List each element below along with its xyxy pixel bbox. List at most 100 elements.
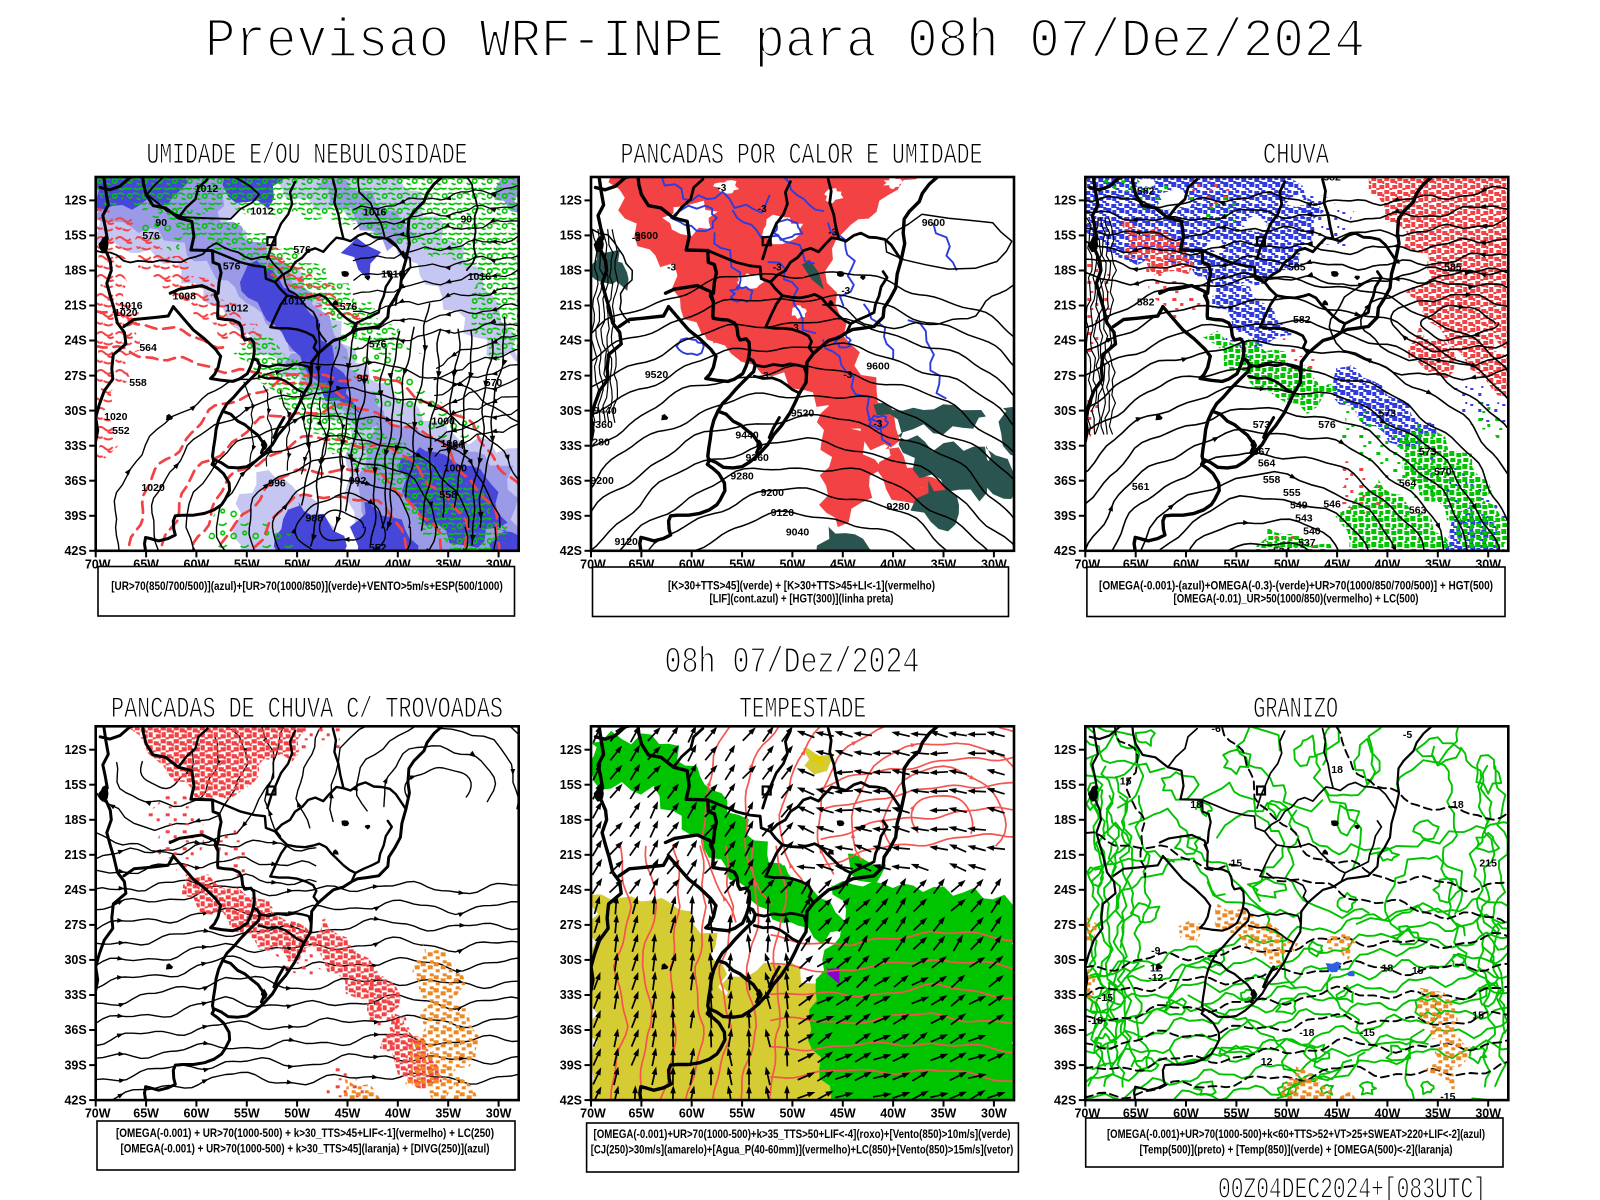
svg-text:35W: 35W xyxy=(435,1107,461,1121)
svg-text:1020: 1020 xyxy=(141,482,165,494)
svg-text:576: 576 xyxy=(369,339,387,351)
svg-text:39S: 39S xyxy=(560,509,582,523)
svg-text:9600: 9600 xyxy=(866,361,890,373)
svg-text:[OMEGA(-0.001)-(azul)+OMEGA(-0: [OMEGA(-0.001)-(azul)+OMEGA(-0.3)-(verde… xyxy=(1099,581,1493,593)
svg-text:33S: 33S xyxy=(1054,439,1076,453)
svg-text:18S: 18S xyxy=(64,813,86,827)
svg-text:585: 585 xyxy=(1444,262,1462,274)
svg-text:570: 570 xyxy=(1434,466,1452,478)
svg-text:36S: 36S xyxy=(1054,474,1076,488)
svg-text:35W: 35W xyxy=(931,1107,957,1121)
svg-text:558: 558 xyxy=(129,377,147,389)
svg-text:33S: 33S xyxy=(1054,988,1076,1002)
svg-text:40W: 40W xyxy=(880,1107,906,1121)
svg-text:36S: 36S xyxy=(64,1023,86,1037)
svg-text:-3: -3 xyxy=(874,419,883,430)
svg-text:60W: 60W xyxy=(184,1107,210,1121)
svg-text:[OMEGA(-0.001) + UR>70(1000-50: [OMEGA(-0.001) + UR>70(1000-500) + k>30_… xyxy=(121,1144,490,1156)
svg-text:582: 582 xyxy=(1293,314,1311,326)
svg-text:Previsao WRF-INPE para 08h 07: Previsao WRF-INPE para 08h 07/Dez/2024 xyxy=(205,10,1365,73)
svg-text:582: 582 xyxy=(1137,297,1155,309)
svg-text:9280: 9280 xyxy=(586,437,610,449)
svg-text:[LIF](cont.azul) + [HGT(300)](: [LIF](cont.azul) + [HGT(300)](linha pret… xyxy=(710,594,894,606)
svg-text:90: 90 xyxy=(460,214,472,226)
svg-text:PANCADAS DE CHUVA C/ TROVOADAS: PANCADAS DE CHUVA C/ TROVOADAS xyxy=(111,693,503,727)
svg-text:30S: 30S xyxy=(560,953,582,967)
svg-text:18: 18 xyxy=(1452,799,1464,811)
svg-text:9200: 9200 xyxy=(590,475,614,487)
svg-text:24S: 24S xyxy=(64,334,86,348)
svg-text:30W: 30W xyxy=(486,1107,512,1121)
svg-text:24S: 24S xyxy=(560,883,582,897)
svg-text:55W: 55W xyxy=(729,1107,755,1121)
svg-text:30S: 30S xyxy=(64,404,86,418)
svg-text:30S: 30S xyxy=(1054,404,1076,418)
svg-text:558: 558 xyxy=(439,489,457,501)
svg-text:40W: 40W xyxy=(1375,1107,1401,1121)
svg-text:50W: 50W xyxy=(1274,1107,1300,1121)
svg-text:90: 90 xyxy=(155,217,167,229)
svg-text:65W: 65W xyxy=(629,1107,655,1121)
svg-text:[UR>70(850/700/500)](azul)+[UR: [UR>70(850/700/500)](azul)+[UR>70(1000/8… xyxy=(111,581,503,593)
svg-text:60W: 60W xyxy=(1173,1107,1199,1121)
svg-text:15: 15 xyxy=(1120,776,1132,788)
svg-text:-5: -5 xyxy=(1403,729,1412,741)
svg-text:537: 537 xyxy=(1298,537,1316,549)
svg-text:24S: 24S xyxy=(64,883,86,897)
svg-text:573: 573 xyxy=(1379,408,1397,420)
svg-text:576: 576 xyxy=(340,301,358,313)
svg-text:36S: 36S xyxy=(64,474,86,488)
svg-text:1012: 1012 xyxy=(250,205,274,217)
svg-text:08h 07/Dez/2024: 08h 07/Dez/2024 xyxy=(665,642,920,683)
svg-text:UMIDADE E/OU NEBULOSIDADE: UMIDADE E/OU NEBULOSIDADE xyxy=(147,139,468,173)
svg-text:564: 564 xyxy=(1399,478,1417,490)
svg-text:18S: 18S xyxy=(560,264,582,278)
svg-text:549: 549 xyxy=(1290,500,1308,512)
svg-text:35W: 35W xyxy=(1425,1107,1451,1121)
svg-text:27S: 27S xyxy=(64,369,86,383)
svg-text:24S: 24S xyxy=(560,334,582,348)
svg-text:564: 564 xyxy=(139,342,157,354)
svg-text:-15: -15 xyxy=(1440,1091,1455,1103)
svg-text:582: 582 xyxy=(1323,172,1341,184)
svg-text:39S: 39S xyxy=(64,509,86,523)
svg-text:996: 996 xyxy=(268,478,286,490)
svg-text:15S: 15S xyxy=(64,778,86,792)
svg-text:[OMEGA(-0.01)_UR>50(1000/850)(: [OMEGA(-0.01)_UR>50(1000/850)(vermelho) … xyxy=(1174,594,1419,606)
svg-text:30S: 30S xyxy=(560,404,582,418)
svg-text:33S: 33S xyxy=(560,439,582,453)
svg-text:65W: 65W xyxy=(133,1107,159,1121)
svg-text:15S: 15S xyxy=(64,229,86,243)
svg-text:9360: 9360 xyxy=(589,419,613,431)
svg-text:570: 570 xyxy=(485,377,503,389)
svg-text:9120: 9120 xyxy=(615,536,639,548)
svg-text:9440: 9440 xyxy=(593,405,617,417)
svg-text:15: 15 xyxy=(1472,1009,1484,1021)
svg-text:9280: 9280 xyxy=(887,501,911,513)
svg-text:42S: 42S xyxy=(560,1093,582,1107)
svg-text:-3: -3 xyxy=(632,233,641,244)
svg-text:36S: 36S xyxy=(560,474,582,488)
svg-text:12S: 12S xyxy=(560,743,582,757)
svg-text:39S: 39S xyxy=(1054,509,1076,523)
svg-text:1016: 1016 xyxy=(468,271,492,283)
svg-text:33S: 33S xyxy=(560,988,582,1002)
svg-text:9520: 9520 xyxy=(645,369,669,381)
svg-text:PANCADAS POR CALOR E UMIDADE: PANCADAS POR CALOR E UMIDADE xyxy=(621,139,983,173)
svg-text:-3: -3 xyxy=(758,204,767,215)
svg-text:50W: 50W xyxy=(284,1107,310,1121)
svg-text:585: 585 xyxy=(1288,262,1306,274)
svg-text:-3: -3 xyxy=(843,370,852,381)
svg-text:45W: 45W xyxy=(1324,1107,1350,1121)
svg-text:-12: -12 xyxy=(1148,972,1163,984)
svg-text:9200: 9200 xyxy=(761,487,785,499)
svg-text:546: 546 xyxy=(1323,499,1341,511)
svg-text:582: 582 xyxy=(1137,186,1155,198)
svg-text:1016: 1016 xyxy=(363,207,387,219)
svg-text:00Z04DEC2024+[083UTC]: 00Z04DEC2024+[083UTC] xyxy=(1218,1174,1486,1200)
svg-text:GRANIZO: GRANIZO xyxy=(1253,693,1338,727)
svg-text:-9: -9 xyxy=(1151,945,1160,957)
svg-text:24S: 24S xyxy=(1054,883,1076,897)
svg-text:18S: 18S xyxy=(560,813,582,827)
svg-text:9280: 9280 xyxy=(730,471,754,483)
